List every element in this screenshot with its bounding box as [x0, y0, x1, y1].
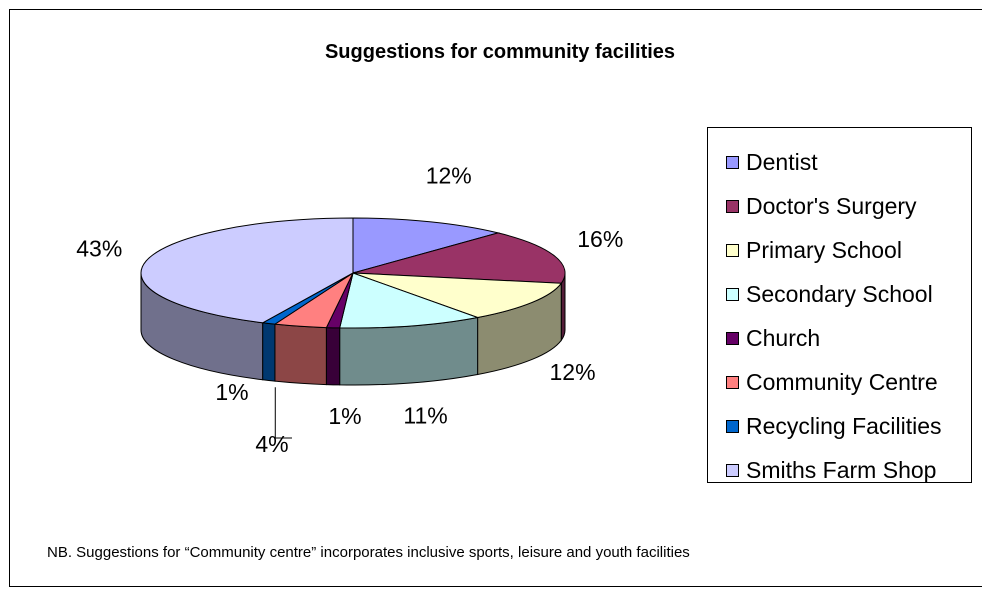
legend-item-1: Doctor's Surgery — [708, 184, 971, 228]
legend-item-2: Primary School — [708, 228, 971, 272]
slice-1 — [352, 232, 566, 284]
slice-side-6 — [262, 322, 276, 382]
legend-swatch — [726, 419, 739, 433]
legend-swatch — [726, 375, 739, 389]
legend-item-7: Smiths Farm Shop — [708, 448, 971, 492]
slice-0 — [352, 217, 501, 274]
legend-swatch — [726, 243, 739, 257]
legend-item-5: Community Centre — [708, 360, 971, 404]
slice-2 — [352, 272, 563, 319]
slice-label-1: 16% — [577, 226, 623, 252]
slice-7 — [140, 217, 354, 324]
legend-label: Primary School — [746, 236, 902, 263]
slice-side-5 — [274, 323, 327, 386]
legend-label: Secondary School — [746, 280, 933, 307]
slice-side-4 — [325, 327, 341, 386]
legend-item-6: Recycling Facilities — [708, 404, 971, 448]
legend-swatch — [726, 463, 739, 477]
legend-item-0: Dentist — [708, 140, 971, 184]
legend-label: Smiths Farm Shop — [746, 456, 937, 483]
slice-label-4: 1% — [328, 403, 361, 429]
legend-item-4: Church — [708, 316, 971, 360]
slice-label-6: 1% — [215, 379, 248, 405]
legend-label: Recycling Facilities — [746, 412, 942, 439]
legend-label: Community Centre — [746, 368, 938, 395]
chart-title: Suggestions for community facilities — [324, 41, 676, 63]
slice-label-0: 12% — [426, 162, 472, 188]
legend-label: Doctor's Surgery — [746, 192, 917, 219]
legend-swatch — [726, 331, 739, 345]
legend-swatch — [726, 287, 739, 301]
legend-label: Dentist — [746, 148, 818, 175]
legend-swatch — [726, 155, 739, 169]
legend-label: Church — [746, 324, 821, 351]
chart-legend: Dentist Doctor's Surgery Primary School Sec… — [707, 127, 972, 483]
slice-label-5: 4% — [255, 431, 288, 457]
slice-leader-5 — [274, 387, 292, 439]
legend-swatch — [726, 199, 739, 213]
slice-label-2: 12% — [550, 359, 596, 385]
slice-3 — [339, 272, 480, 329]
slice-label-3: 11% — [403, 403, 447, 429]
slice-label-7: 43% — [76, 236, 122, 262]
legend-item-3: Secondary School — [708, 272, 971, 316]
chart-footnote: NB. Suggestions for “Community centre” i… — [47, 544, 690, 561]
